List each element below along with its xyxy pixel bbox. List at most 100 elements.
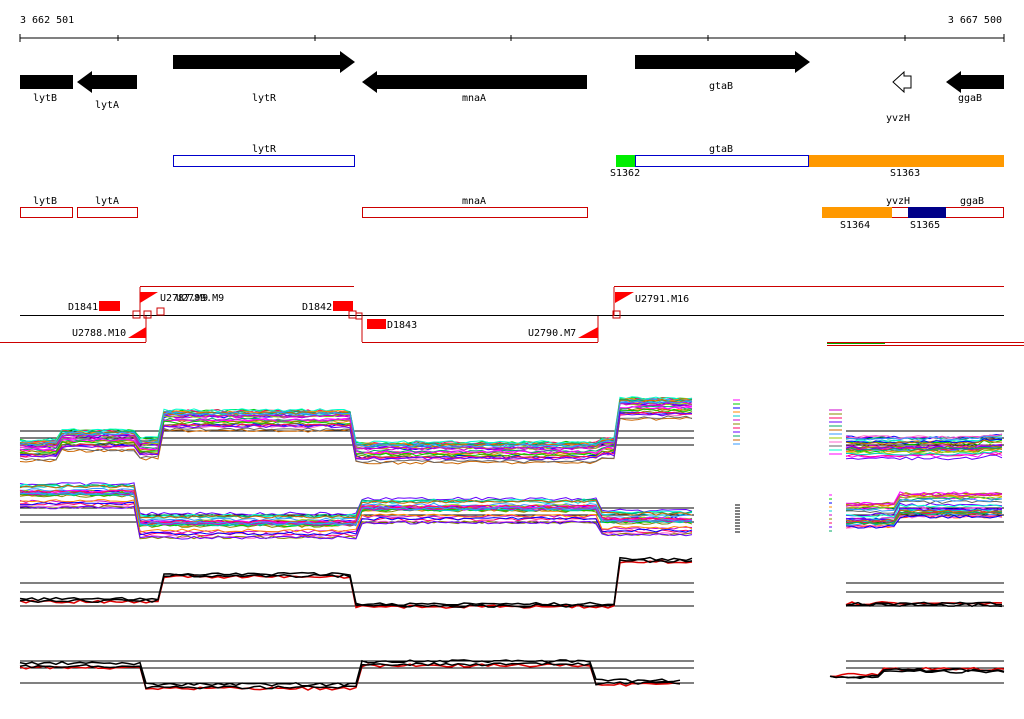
- feature-label-U2791-M16: U2791.M16: [635, 294, 689, 305]
- expression-trace: [845, 444, 1003, 450]
- gene-track: lytB lytA lytR mnaA gtaB yvzH ggaB: [20, 51, 1004, 124]
- expression-trace: [19, 558, 693, 609]
- expression-trace: [19, 484, 693, 519]
- feature-U2787-M9[interactable]: [140, 292, 158, 303]
- expression-trace: [19, 406, 693, 455]
- cds-label-yvzH: yvzH: [886, 196, 910, 207]
- expression-trace: [845, 433, 1003, 439]
- expression-trace: [19, 482, 693, 516]
- gene-label-yvzH: yvzH: [886, 113, 910, 124]
- expression-panel-4: [19, 659, 1005, 691]
- expression-trace: [19, 505, 693, 540]
- segment-label-S1365: S1365: [910, 220, 940, 231]
- expression-trace: [19, 415, 693, 464]
- feature-label-U2790-M7: U2790.M7: [528, 328, 576, 339]
- expression-trace: [845, 500, 1003, 514]
- expression-trace: [845, 495, 1003, 509]
- segment-label-S1363: S1363: [890, 168, 920, 179]
- gene-arrow-lytA[interactable]: [77, 71, 137, 93]
- expression-trace: [19, 659, 681, 687]
- expression-trace: [19, 559, 693, 609]
- expression-trace: [845, 601, 1003, 606]
- segment-S1364[interactable]: [822, 207, 892, 218]
- gene-label-lytB: lytB: [33, 93, 57, 104]
- feature-D1842[interactable]: [333, 301, 353, 311]
- expression-trace: [846, 493, 1003, 508]
- segment-label-S1362: S1362: [610, 168, 640, 179]
- gene-arrow-ggaB[interactable]: [946, 71, 1004, 93]
- gene-label-lytA: lytA: [95, 100, 119, 111]
- gene-arrow-gtaB[interactable]: [635, 51, 810, 73]
- expression-trace: [845, 439, 1003, 446]
- transcript-track: lytR gtaB S1362 S1363: [173, 144, 1004, 179]
- transcript-label-gtaB: gtaB: [709, 144, 733, 155]
- expression-trace: [845, 454, 1003, 461]
- expression-trace: [845, 435, 1003, 441]
- expression-trace: [845, 446, 1003, 452]
- feature-label-D1842: D1842: [302, 302, 332, 313]
- feature-D1843[interactable]: [367, 319, 386, 329]
- expression-trace: [845, 514, 1003, 529]
- feature-D1841[interactable]: [99, 301, 120, 311]
- cds-label-lytB: lytB: [33, 196, 57, 207]
- segment-label-S1364: S1364: [840, 220, 870, 231]
- gene-label-mnaA: mnaA: [462, 93, 486, 104]
- expression-trace: [19, 491, 693, 526]
- transcript-gtaB[interactable]: [635, 155, 809, 167]
- feature-label-D1843: D1843: [387, 320, 417, 331]
- gene-arrow-yvzH[interactable]: [892, 70, 912, 94]
- gene-arrow-mnaA[interactable]: [362, 71, 587, 93]
- expression-panel-1: [19, 396, 1004, 465]
- gene-arrow-lytR[interactable]: [173, 51, 355, 73]
- feature-U2788-M10[interactable]: [128, 327, 146, 338]
- expression-panel-3: [19, 556, 1004, 609]
- expression-trace: [19, 412, 693, 461]
- gene-label-lytR: lytR: [252, 93, 277, 104]
- expression-trace: [829, 667, 1005, 679]
- expression-trace: [19, 401, 693, 450]
- expression-trace: [19, 556, 693, 607]
- cds-label-lytA: lytA: [95, 196, 119, 207]
- expression-trace: [845, 504, 1003, 518]
- feature-U2790-M7[interactable]: [578, 327, 598, 338]
- expression-trace: [19, 489, 693, 524]
- expression-trace: [846, 450, 1003, 456]
- expression-trace: [845, 498, 1003, 512]
- expression-trace: [845, 435, 1003, 441]
- expression-trace: [845, 509, 1003, 523]
- end-coordinate: 3 667 500: [948, 15, 1002, 26]
- segment-S1365[interactable]: [908, 207, 946, 218]
- expression-trace: [19, 499, 693, 533]
- expression-trace: [19, 396, 693, 445]
- expression-trace: [20, 501, 693, 536]
- cds-mnaA[interactable]: [362, 207, 588, 218]
- segment-S1362[interactable]: [616, 155, 635, 167]
- transcript-lytR[interactable]: [173, 155, 355, 167]
- cds-label-mnaA: mnaA: [462, 196, 486, 207]
- expression-trace: [845, 511, 1003, 525]
- expression-panel-2: [19, 482, 1004, 540]
- expression-trace: [845, 492, 1003, 507]
- feature-U2791-M16[interactable]: [615, 292, 634, 303]
- feature-label-D1841: D1841: [68, 302, 98, 313]
- cds-lytB[interactable]: [20, 207, 73, 218]
- expression-trace: [845, 502, 1003, 517]
- expression-trace: [829, 669, 1005, 680]
- expression-trace: [19, 400, 693, 448]
- expression-trace: [845, 491, 1003, 506]
- coordinate-ruler: 3 662 501 3 667 500: [19, 15, 1005, 42]
- segment-S1363[interactable]: [809, 155, 1004, 167]
- feature-label-U2789-M9: U2789.M9: [176, 293, 224, 304]
- cds-lytA[interactable]: [77, 207, 138, 218]
- transcript-label-lytR: lytR: [252, 144, 277, 155]
- gene-arrow-lytB[interactable]: [20, 75, 73, 89]
- gene-label-ggaB: ggaB: [958, 93, 982, 104]
- feature-track: D1841 U2788.M10 U2787.M9 U2789.M9 D1842 …: [0, 286, 1024, 346]
- cds-track: lytB lytA mnaA yvzH ggaB S1364 S1365: [20, 196, 1004, 231]
- expression-trace: [19, 662, 681, 690]
- cds-label-ggaB: ggaB: [960, 196, 984, 207]
- start-coordinate: 3 662 501: [20, 15, 74, 26]
- feature-label-U2788-M10: U2788.M10: [72, 328, 126, 339]
